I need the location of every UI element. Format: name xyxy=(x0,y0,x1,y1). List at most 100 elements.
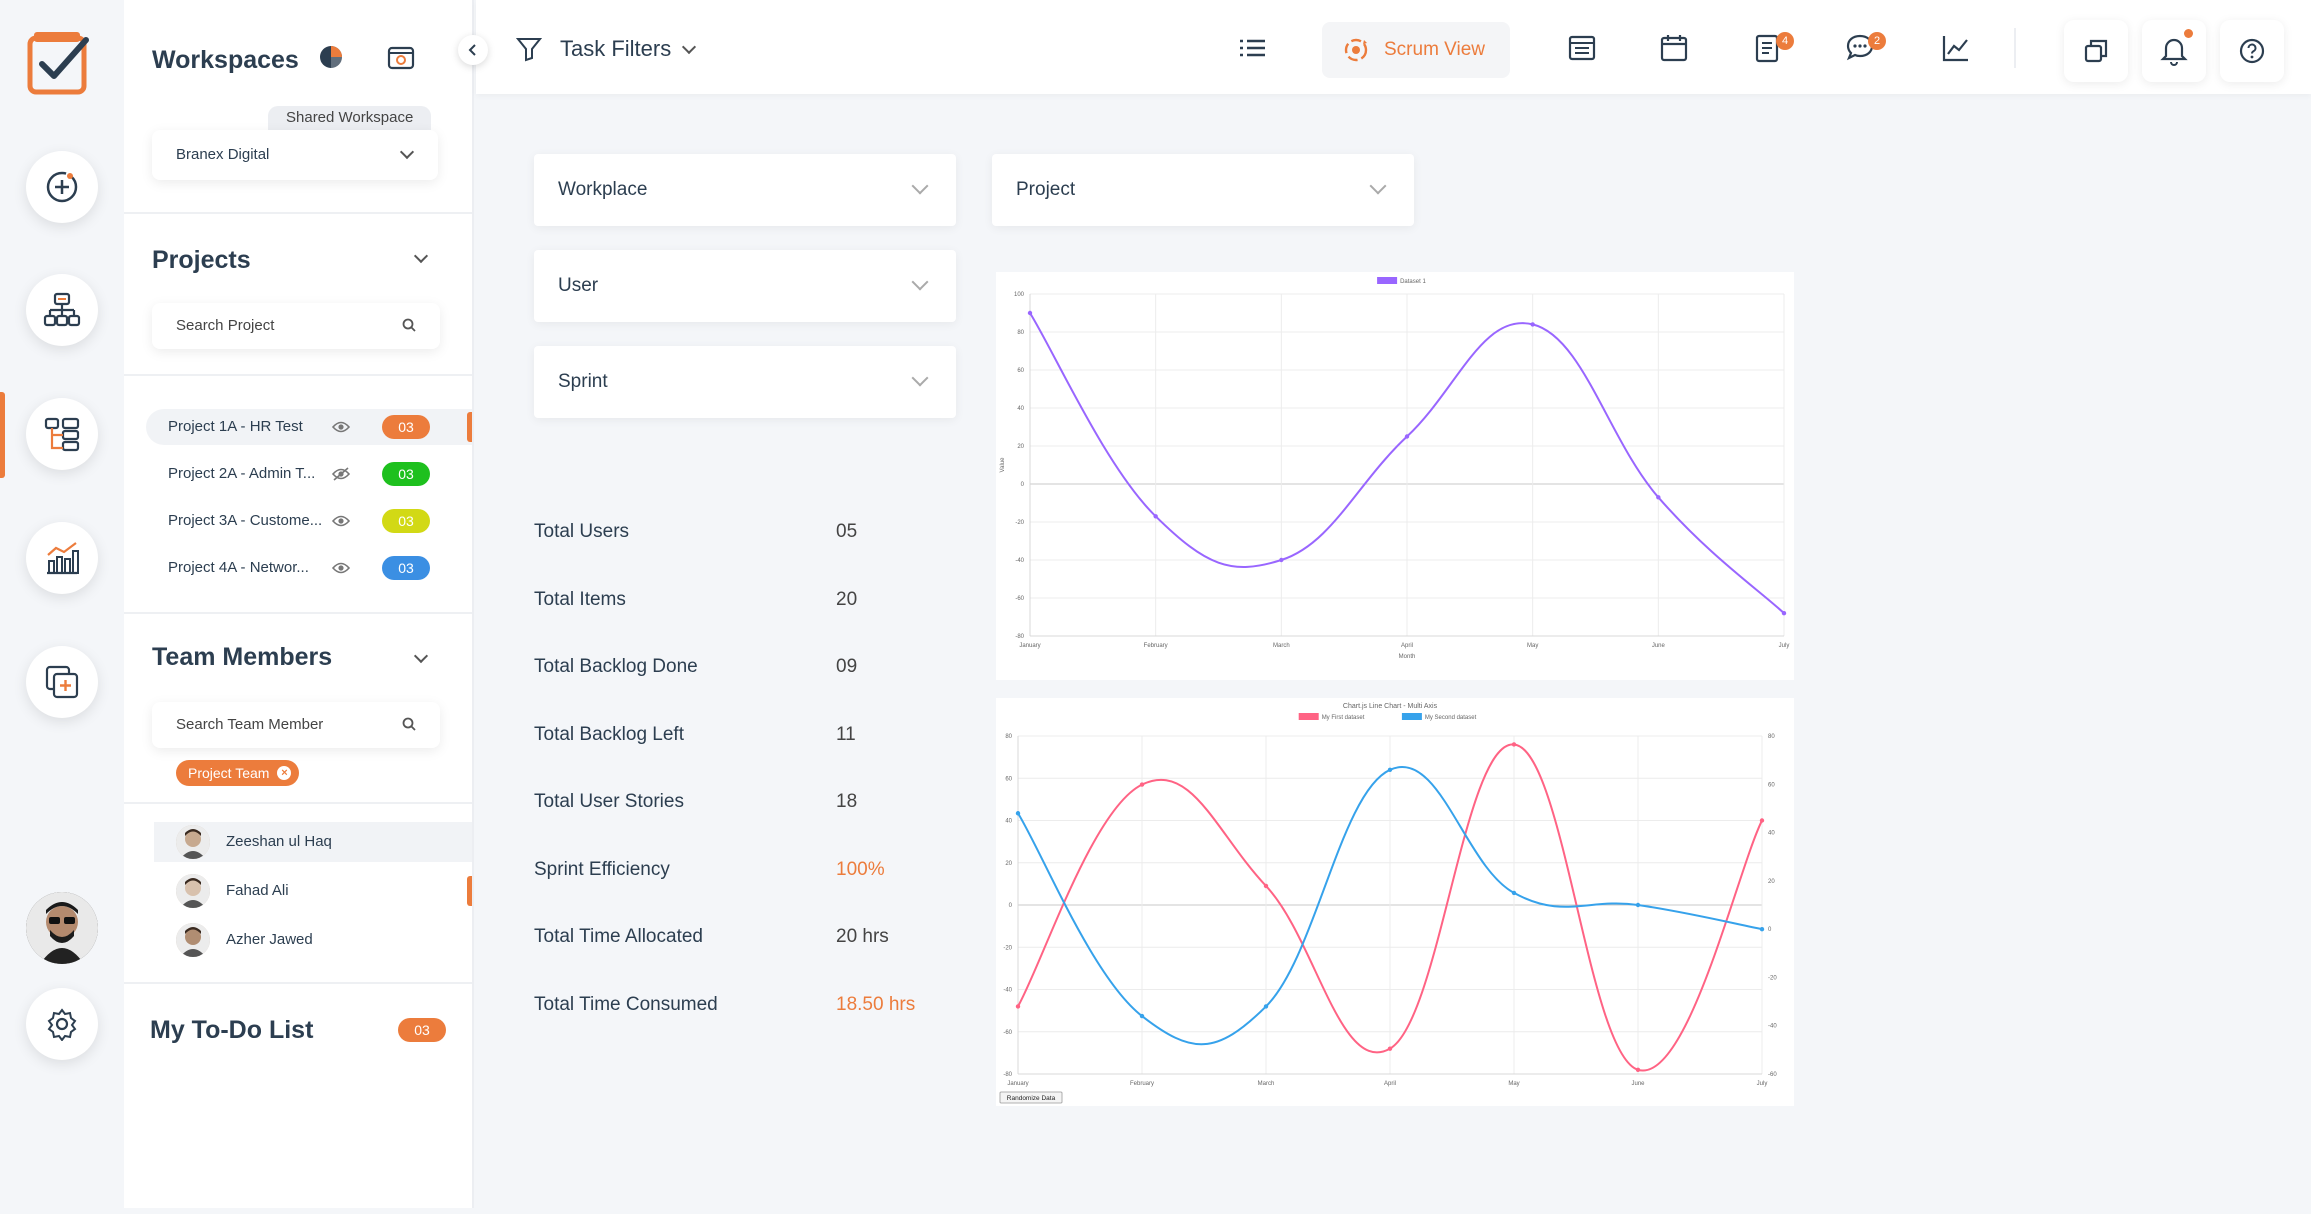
project-team-chip[interactable]: Project Team × xyxy=(176,760,300,786)
top-bar: Task Filters Scrum View 4 2 xyxy=(476,0,2311,94)
data-point xyxy=(1015,1004,1021,1009)
filter-icon[interactable] xyxy=(516,36,542,62)
y-tick-label: 60 xyxy=(1005,776,1012,782)
project-name: Project 3A - Custome... xyxy=(168,512,323,529)
project-item[interactable]: Project 2A - Admin T... 03 xyxy=(146,456,472,492)
stat-label: Total User Stories xyxy=(534,791,684,812)
y-right-tick-label: -20 xyxy=(1768,975,1777,981)
data-point xyxy=(1656,495,1661,500)
y-tick-label: 80 xyxy=(1017,330,1024,336)
project-name: Project 4A - Networ... xyxy=(168,559,309,576)
team-search-placeholder: Search Team Member xyxy=(176,716,324,733)
project-search-input[interactable]: Search Project xyxy=(152,303,440,349)
data-point xyxy=(1635,1067,1641,1072)
y-tick-label: -40 xyxy=(1003,988,1012,994)
windows-icon xyxy=(2084,39,2108,63)
y-tick-label: 20 xyxy=(1005,861,1012,867)
y-right-tick-label: -40 xyxy=(1768,1024,1777,1030)
workplace-dropdown[interactable]: Workplace xyxy=(534,154,956,226)
data-point xyxy=(1511,890,1517,896)
copy-add-icon[interactable] xyxy=(26,646,98,718)
project-item[interactable]: Project 4A - Networ... 03 xyxy=(146,550,472,586)
y-tick-label: 0 xyxy=(1009,903,1013,909)
member-name: Fahad Ali xyxy=(226,882,289,899)
stat-label: Total Backlog Left xyxy=(534,723,684,745)
project-dropdown[interactable]: Project xyxy=(992,154,1414,226)
stat-value: 20 hrs xyxy=(836,926,889,947)
notes-icon[interactable] xyxy=(1752,32,1784,64)
eye-off-icon[interactable] xyxy=(332,467,350,481)
stat-value: 20 xyxy=(836,588,858,610)
board-icon[interactable] xyxy=(26,398,98,470)
add-icon[interactable] xyxy=(26,151,98,223)
list-icon[interactable] xyxy=(1236,32,1268,64)
y-tick-label: 20 xyxy=(1017,444,1024,450)
randomize-data-label: Randomize Data xyxy=(1007,1095,1056,1102)
chat-icon[interactable] xyxy=(1844,32,1876,64)
table-icon[interactable] xyxy=(1566,32,1598,64)
shared-workspace-tag: Shared Workspace xyxy=(268,106,432,130)
notifications-button[interactable] xyxy=(2142,20,2206,82)
help-button[interactable] xyxy=(2220,20,2284,82)
x-tick-label: July xyxy=(1757,1081,1768,1087)
chevron-down-icon xyxy=(911,177,929,195)
notes-badge: 4 xyxy=(1776,32,1794,50)
search-icon xyxy=(402,318,416,332)
project-item[interactable]: Project 1A - HR Test 03 xyxy=(146,409,472,445)
scrum-view-button[interactable]: Scrum View xyxy=(1322,22,1510,78)
logo-icon[interactable] xyxy=(24,28,96,100)
team-member-item[interactable]: Fahad Ali xyxy=(154,871,472,911)
divider xyxy=(124,374,472,376)
x-tick-label: April xyxy=(1384,1081,1396,1087)
x-tick-label: February xyxy=(1130,1081,1154,1087)
team-collapse-icon[interactable] xyxy=(413,648,429,664)
team-member-item[interactable]: Azher Jawed xyxy=(154,920,472,960)
y-tick-label: -40 xyxy=(1015,558,1024,564)
collapse-sidebar-button[interactable] xyxy=(458,35,488,65)
eye-icon[interactable] xyxy=(332,514,350,528)
y-tick-label: 60 xyxy=(1017,368,1024,374)
workspace-settings-icon[interactable] xyxy=(386,42,416,72)
y-tick-label: -20 xyxy=(1003,945,1012,951)
workspace-select[interactable]: Branex Digital xyxy=(152,130,438,180)
legend-label: Dataset 1 xyxy=(1400,279,1426,285)
stat-value: 09 xyxy=(836,656,858,677)
user-dropdown[interactable]: User xyxy=(534,250,956,322)
project-item[interactable]: Project 3A - Custome... 03 xyxy=(146,503,472,539)
chat-badge: 2 xyxy=(1868,32,1886,50)
eye-icon[interactable] xyxy=(332,420,350,434)
task-filters-button[interactable]: Task Filters xyxy=(560,36,671,62)
y-tick-label: -20 xyxy=(1015,520,1024,526)
project-count-badge: 03 xyxy=(382,415,430,439)
member-active-marker xyxy=(467,876,472,906)
sprint-dropdown[interactable]: Sprint xyxy=(534,346,956,418)
chevron-down-icon[interactable] xyxy=(681,39,697,55)
project-count-badge: 03 xyxy=(382,462,430,486)
eye-icon[interactable] xyxy=(332,561,350,575)
todo-title[interactable]: My To-Do List xyxy=(150,1016,314,1044)
close-icon[interactable]: × xyxy=(277,766,292,780)
projects-collapse-icon[interactable] xyxy=(413,248,429,264)
randomize-data-button[interactable] xyxy=(999,1091,1063,1104)
chevron-down-icon xyxy=(399,144,415,160)
y-right-tick-label: 60 xyxy=(1768,782,1775,788)
x-tick-label: June xyxy=(1631,1081,1645,1087)
settings-icon[interactable] xyxy=(26,988,98,1060)
chip-label: Project Team xyxy=(188,765,270,781)
data-point xyxy=(1759,818,1765,823)
side-panel: Workspaces Shared Workspace Branex Digit… xyxy=(124,0,474,1208)
pie-chart-icon[interactable] xyxy=(316,42,346,72)
hierarchy-icon[interactable] xyxy=(26,274,98,346)
data-point xyxy=(1530,322,1535,327)
stat-label: Sprint Efficiency xyxy=(534,858,670,880)
windows-button[interactable] xyxy=(2064,20,2128,82)
data-point xyxy=(1139,1013,1145,1019)
calendar-icon[interactable] xyxy=(1658,32,1690,64)
y-right-tick-label: 80 xyxy=(1768,734,1775,740)
team-member-item[interactable]: Zeeshan ul Haq xyxy=(154,822,472,862)
analytics-icon[interactable] xyxy=(26,522,98,594)
trend-icon[interactable] xyxy=(1940,32,1972,64)
user-avatar[interactable] xyxy=(26,892,98,964)
team-search-input[interactable]: Search Team Member xyxy=(152,702,440,748)
member-avatar xyxy=(176,825,210,859)
